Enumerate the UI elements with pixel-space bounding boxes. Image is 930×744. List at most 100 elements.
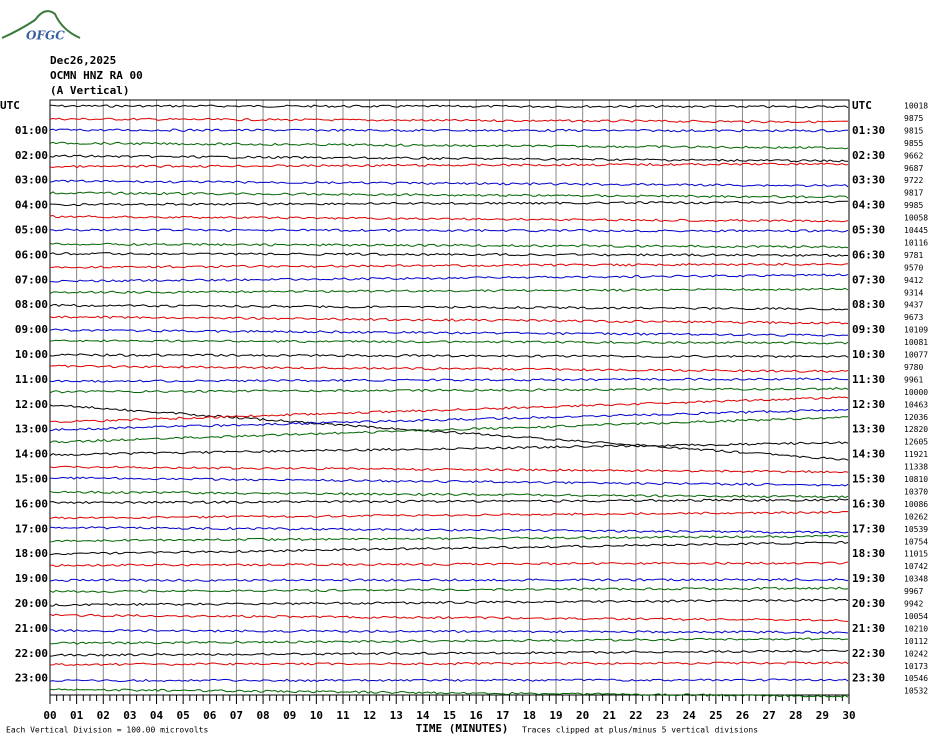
left-label: 18:00 — [15, 547, 48, 560]
right-value: 9875 — [904, 114, 923, 123]
trace — [49, 364, 849, 373]
right-value: 9855 — [904, 139, 923, 148]
right-label: 11:30 — [852, 373, 885, 386]
trace — [49, 534, 849, 543]
right-label: 19:30 — [852, 572, 885, 585]
trace — [49, 688, 849, 698]
trace — [49, 396, 849, 423]
x-tick-label: 29 — [816, 709, 829, 722]
x-tick-label: 05 — [177, 709, 190, 722]
left-label: 01:00 — [15, 124, 48, 137]
axis-title: TIME (MINUTES) — [416, 722, 509, 735]
x-tick-label: 28 — [789, 709, 802, 722]
left-label: 19:00 — [15, 572, 48, 585]
x-tick-label: 18 — [523, 709, 536, 722]
right-label: 17:30 — [852, 522, 885, 535]
right-value: 11015 — [904, 550, 928, 559]
left-label: 02:00 — [15, 149, 48, 162]
trace — [50, 637, 849, 645]
left-label: 21:00 — [15, 622, 48, 635]
trace — [49, 162, 849, 169]
right-label: 23:30 — [852, 672, 885, 685]
right-value: 10463 — [904, 400, 928, 409]
left-label: 05:00 — [15, 224, 48, 237]
right-value: 10112 — [904, 637, 928, 646]
right-label: 12:30 — [852, 398, 885, 411]
left-label: 20:00 — [15, 597, 48, 610]
right-value: 10742 — [904, 562, 928, 571]
x-tick-label: 17 — [496, 709, 509, 722]
right-label: 22:30 — [852, 647, 885, 660]
x-tick-label: 22 — [629, 709, 642, 722]
trace — [49, 526, 849, 534]
right-label: 13:30 — [852, 423, 885, 436]
right-value: 12605 — [904, 438, 928, 447]
trace — [49, 578, 849, 582]
x-tick-label: 21 — [603, 709, 617, 722]
trace — [49, 678, 849, 683]
right-value: 11338 — [904, 463, 928, 472]
x-tick-label: 27 — [762, 709, 775, 722]
logo: OFGC — [26, 29, 65, 43]
right-value: 10054 — [904, 612, 928, 621]
x-tick-label: 14 — [416, 709, 430, 722]
right-label: 15:30 — [852, 473, 885, 486]
left-label: 22:00 — [15, 647, 48, 660]
right-value: 10086 — [904, 500, 928, 509]
component: (A Vertical) — [50, 84, 129, 97]
right-value: 9314 — [904, 288, 923, 297]
right-value: 10173 — [904, 662, 928, 671]
right-value: 10546 — [904, 674, 928, 683]
trace — [49, 404, 849, 461]
right-label: 14:30 — [852, 448, 885, 461]
trace — [50, 200, 849, 207]
right-label: 20:30 — [852, 597, 885, 610]
trace — [49, 498, 849, 505]
right-label: 21:30 — [852, 622, 885, 635]
x-tick-label: 02 — [97, 709, 110, 722]
trace — [50, 561, 849, 568]
trace — [49, 661, 849, 666]
right-value: 10539 — [904, 525, 928, 534]
x-tick-label: 11 — [336, 709, 350, 722]
right-value: 12820 — [904, 425, 928, 434]
right-label: 10:30 — [852, 348, 885, 361]
trace — [49, 273, 849, 283]
x-tick-label: 10 — [310, 709, 323, 722]
trace — [49, 649, 849, 657]
left-label: 08:00 — [15, 298, 48, 311]
right-value: 9985 — [904, 201, 923, 210]
left-label: UTC — [0, 99, 20, 112]
right-value: 10348 — [904, 575, 928, 584]
trace — [49, 141, 849, 150]
station: OCMN HNZ RA 00 — [50, 69, 143, 82]
right-value: 9662 — [904, 151, 923, 160]
right-value: 9967 — [904, 587, 923, 596]
logo-curve — [1, 10, 81, 39]
left-label: 11:00 — [15, 373, 48, 386]
right-label: 18:30 — [852, 547, 885, 560]
left-label: 07:00 — [15, 273, 48, 286]
trace — [49, 490, 849, 499]
right-value: 10077 — [904, 351, 928, 360]
right-label: 07:30 — [852, 273, 885, 286]
right-label: UTC — [852, 99, 872, 112]
right-value: 11921 — [904, 450, 928, 459]
right-value: 9780 — [904, 363, 923, 372]
x-tick-label: 23 — [656, 709, 669, 722]
right-value: 10262 — [904, 512, 928, 521]
x-tick-label: 01 — [70, 709, 84, 722]
right-value: 10370 — [904, 487, 928, 496]
right-value: 9961 — [904, 375, 923, 384]
right-label: 02:30 — [852, 149, 885, 162]
x-tick-label: 16 — [470, 709, 484, 722]
trace — [49, 191, 849, 199]
x-tick-label: 30 — [842, 709, 855, 722]
left-label: 06:00 — [15, 248, 48, 261]
right-value: 10810 — [904, 475, 928, 484]
x-tick-label: 00 — [43, 709, 56, 722]
right-value: 10445 — [904, 226, 928, 235]
x-tick-label: 12 — [363, 709, 376, 722]
left-label: 17:00 — [15, 522, 48, 535]
trace — [49, 353, 849, 358]
